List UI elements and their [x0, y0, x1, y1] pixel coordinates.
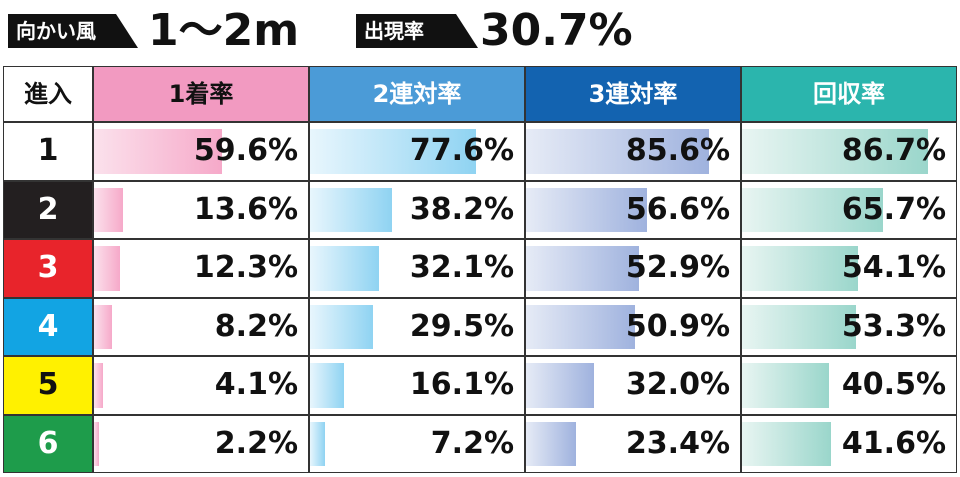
value-label: 59.6% [193, 133, 298, 168]
rate-label: 出現率 [356, 14, 478, 48]
value-bar [526, 304, 635, 349]
value-bar [742, 421, 832, 466]
data-cell: 86.7% [741, 122, 957, 181]
data-cell: 2.2% [93, 414, 309, 473]
lane-label: 5 [3, 356, 93, 415]
lane-label: 1 [3, 122, 93, 181]
value-label: 40.5% [841, 367, 946, 402]
data-cell: 50.9% [525, 297, 741, 356]
data-cell: 7.2% [309, 414, 525, 473]
value-bar [526, 187, 648, 232]
column-header: 3連対率 [525, 66, 741, 122]
value-label: 16.1% [409, 367, 514, 402]
value-bar [94, 421, 99, 466]
value-bar [742, 129, 928, 174]
value-label: 52.9% [625, 250, 730, 285]
value-label: 38.2% [409, 191, 514, 227]
lane-label: 6 [3, 414, 93, 473]
value-label: 8.2% [214, 308, 298, 344]
stats-table: 進入 1着率 2連対率 3連対率 回収率 1 59.6% 77.6% 85.6% 86.7% 2 1… [3, 66, 957, 473]
value-bar [94, 304, 112, 349]
data-cell: 54.1% [741, 239, 957, 298]
value-label: 77.6% [409, 133, 514, 168]
data-cell: 52.9% [525, 239, 741, 298]
value-bar [310, 187, 392, 232]
value-bar [310, 304, 374, 349]
header: 向かい風 1〜2m 出現率 30.7% [0, 0, 960, 64]
data-cell: 40.5% [741, 356, 957, 415]
value-bar [742, 246, 858, 291]
data-cell: 12.3% [93, 239, 309, 298]
data-cell: 23.4% [525, 414, 741, 473]
value-label: 7.2% [430, 425, 514, 461]
value-bar [94, 363, 103, 408]
value-label: 53.3% [841, 308, 946, 344]
value-bar [94, 129, 222, 174]
value-label: 12.3% [193, 250, 298, 285]
value-bar [94, 246, 121, 291]
value-bar [310, 129, 477, 174]
column-header: 回収率 [741, 66, 957, 122]
value-label: 56.6% [625, 191, 730, 227]
value-bar [526, 246, 640, 291]
lane-label: 2 [3, 180, 93, 239]
data-cell: 32.1% [309, 239, 525, 298]
data-cell: 4.1% [93, 356, 309, 415]
data-cell: 16.1% [309, 356, 525, 415]
value-bar [526, 421, 577, 466]
value-label: 65.7% [841, 191, 946, 227]
value-bar [310, 246, 379, 291]
value-label: 50.9% [625, 308, 730, 344]
value-label: 54.1% [841, 250, 946, 285]
value-bar [742, 187, 883, 232]
data-cell: 41.6% [741, 414, 957, 473]
data-cell: 29.5% [309, 297, 525, 356]
data-cell: 38.2% [309, 180, 525, 239]
value-label: 32.0% [625, 367, 730, 402]
value-bar [742, 304, 857, 349]
value-bar [526, 363, 595, 408]
wind-value: 1〜2m [148, 5, 300, 56]
data-cell: 53.3% [741, 297, 957, 356]
value-label: 23.4% [625, 425, 730, 461]
value-label: 85.6% [625, 133, 730, 168]
value-label: 4.1% [214, 367, 298, 402]
data-cell: 77.6% [309, 122, 525, 181]
data-cell: 13.6% [93, 180, 309, 239]
value-bar [742, 363, 829, 408]
rate-value: 30.7% [480, 5, 633, 56]
data-cell: 65.7% [741, 180, 957, 239]
value-label: 41.6% [841, 425, 946, 461]
data-cell: 59.6% [93, 122, 309, 181]
lane-label: 3 [3, 239, 93, 298]
value-label: 13.6% [193, 191, 298, 227]
data-cell: 56.6% [525, 180, 741, 239]
column-header: 1着率 [93, 66, 309, 122]
data-cell: 85.6% [525, 122, 741, 181]
data-cell: 32.0% [525, 356, 741, 415]
wind-label: 向かい風 [8, 14, 138, 48]
value-label: 86.7% [841, 133, 946, 168]
value-bar [94, 187, 124, 232]
row-header: 進入 [3, 66, 93, 122]
data-cell: 8.2% [93, 297, 309, 356]
value-bar [310, 363, 345, 408]
lane-label: 4 [3, 297, 93, 356]
value-label: 2.2% [214, 425, 298, 461]
column-header: 2連対率 [309, 66, 525, 122]
value-bar [310, 421, 326, 466]
value-label: 29.5% [409, 308, 514, 344]
value-bar [526, 129, 710, 174]
value-label: 32.1% [409, 250, 514, 285]
